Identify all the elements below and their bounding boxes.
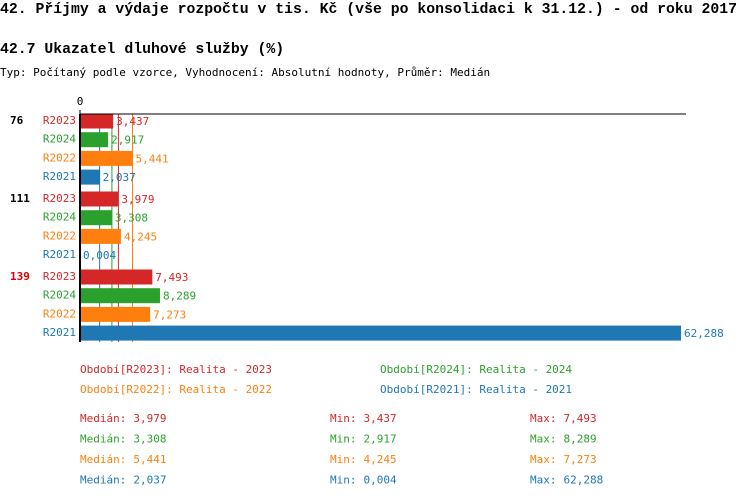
value-label: 3,979 (121, 193, 154, 206)
stat-value: 2,917 (364, 433, 397, 446)
value-label: 2,917 (111, 134, 144, 147)
stat-value: 2,037 (133, 474, 166, 487)
series-label: R2024 (43, 289, 76, 302)
legend-entry: Období[R2024]: Realita - 2024 (380, 363, 572, 376)
series-label: R2024 (43, 211, 76, 224)
bar (80, 150, 133, 166)
stat-label: Min: (330, 433, 357, 446)
bar (80, 306, 151, 322)
value-label: 2,037 (103, 171, 136, 184)
bar (80, 132, 109, 148)
stat-value: 7,273 (564, 453, 597, 466)
series-label: R2022 (43, 307, 76, 320)
stat-label: Max: (530, 474, 557, 487)
x-tick-label: 0 (77, 95, 84, 108)
stat-label: Min: (330, 453, 357, 466)
value-label: 62,288 (684, 327, 724, 340)
group-label: 111 (10, 192, 30, 205)
stat: Max: 62,288 (530, 474, 603, 487)
stat: Medián: 3,308 (80, 433, 166, 446)
stat-value: 8,289 (564, 433, 597, 446)
series-label: R2023 (43, 192, 76, 205)
series-label: R2021 (43, 326, 76, 339)
value-label: 7,493 (155, 271, 188, 284)
series-label: R2023 (43, 270, 76, 283)
subtitle: 42.7 Ukazatel dluhové služby (%) (0, 42, 285, 58)
bar (80, 269, 153, 285)
legend-entry: Období[R2022]: Realita - 2022 (80, 383, 272, 396)
legend-entry: Období[R2021]: Realita - 2021 (380, 383, 572, 396)
stat-value: 4,245 (364, 453, 397, 466)
stat: Medián: 3,979 (80, 412, 166, 425)
value-label: 7,273 (153, 308, 186, 321)
stat-value: 7,493 (564, 412, 597, 425)
series-label: R2022 (43, 151, 76, 164)
bar (80, 169, 100, 185)
stat: Medián: 2,037 (80, 474, 166, 487)
stat-label: Max: (530, 453, 557, 466)
stat-label: Medián: (80, 474, 126, 487)
bar (80, 325, 682, 341)
stat-label: Max: (530, 433, 557, 446)
stat-value: 3,437 (364, 412, 397, 425)
bar (80, 288, 160, 304)
note: Typ: Počítaný podle vzorce, Vyhodnocení:… (0, 66, 491, 79)
title: 42. Příjmy a výdaje rozpočtu v tis. Kč (… (0, 2, 738, 18)
series-label: R2022 (43, 229, 76, 242)
stat: Min: 2,917 (330, 433, 397, 446)
bar (80, 191, 119, 207)
stat: Max: 7,273 (530, 453, 597, 466)
stat-value: 3,979 (133, 412, 166, 425)
series-label: R2023 (43, 114, 76, 127)
stat: Min: 0,004 (330, 474, 397, 487)
stat-label: Min: (330, 412, 357, 425)
stat-value: 5,441 (133, 453, 166, 466)
value-label: 3,437 (116, 115, 149, 128)
stat-label: Medián: (80, 453, 126, 466)
bar (80, 228, 121, 244)
value-label: 4,245 (124, 230, 157, 243)
stat-value: 62,288 (564, 474, 604, 487)
stat: Min: 4,245 (330, 453, 397, 466)
value-label: 5,441 (136, 152, 169, 165)
series-label: R2021 (43, 170, 76, 183)
stat: Max: 8,289 (530, 433, 597, 446)
value-label: 3,308 (115, 212, 148, 225)
stat: Min: 3,437 (330, 412, 397, 425)
bar (80, 113, 114, 129)
stat-value: 0,004 (364, 474, 397, 487)
stat-value: 3,308 (133, 433, 166, 446)
stat-label: Medián: (80, 412, 126, 425)
stat-label: Min: (330, 474, 357, 487)
series-label: R2024 (43, 133, 76, 146)
legend-entry: Období[R2023]: Realita - 2023 (80, 363, 272, 376)
stat-label: Max: (530, 412, 557, 425)
value-label: 8,289 (163, 290, 196, 303)
stat-label: Medián: (80, 433, 126, 446)
stat: Max: 7,493 (530, 412, 597, 425)
group-label: 76 (10, 114, 24, 127)
group-label: 139 (10, 270, 30, 283)
series-label: R2021 (43, 248, 76, 261)
bar (80, 210, 112, 226)
value-label: 0,004 (83, 249, 116, 262)
stat: Medián: 5,441 (80, 453, 166, 466)
